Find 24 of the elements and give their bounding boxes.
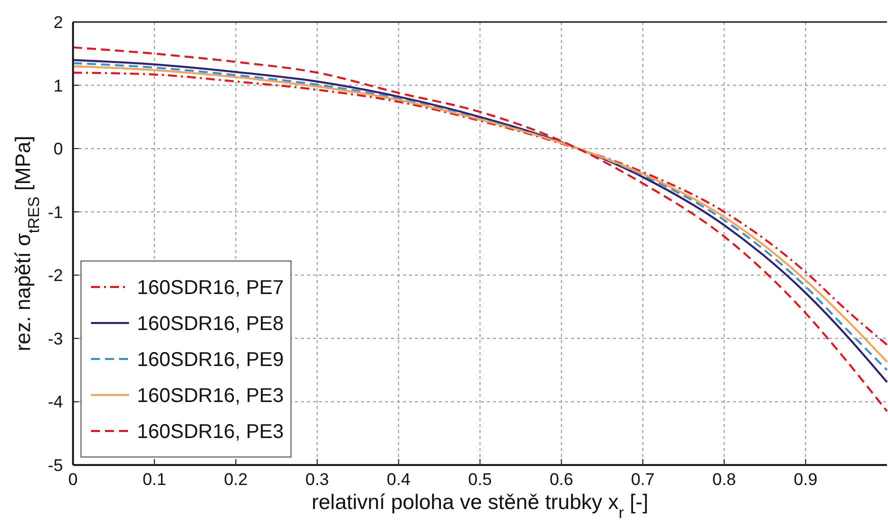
- y-tick-label: -4: [48, 392, 63, 412]
- y-tick-label: 1: [54, 76, 63, 96]
- x-tick-label: 0.3: [305, 470, 330, 489]
- y-tick-label: 2: [54, 13, 63, 32]
- x-tick-label: 0.9: [794, 470, 818, 489]
- legend-label: 160SDR16, PE9: [137, 349, 284, 371]
- x-tick-label: 0.2: [224, 470, 248, 489]
- x-tick-label: 0.5: [468, 470, 492, 489]
- legend-label: 160SDR16, PE3: [137, 385, 284, 407]
- y-tick-label: -2: [48, 266, 63, 286]
- y-tick-label: -5: [48, 456, 63, 475]
- x-tick-label: 0.6: [550, 470, 574, 489]
- legend-label: 160SDR16, PE7: [137, 277, 284, 299]
- legend-label: 160SDR16, PE3: [137, 421, 284, 443]
- legend-label: 160SDR16, PE8: [137, 313, 284, 335]
- y-tick-label: -1: [48, 202, 63, 222]
- x-tick-label: 0.1: [142, 470, 166, 489]
- y-tick-label: -3: [48, 329, 63, 348]
- x-tick-label: 0: [68, 470, 78, 489]
- x-tick-label: 0.4: [386, 470, 410, 489]
- x-tick-label: 0.8: [712, 470, 736, 489]
- x-tick-label: 0.7: [630, 470, 655, 489]
- x-axis-title: relativní poloha ve stěně trubky x$_{r}$ [-]: [312, 491, 648, 522]
- y-tick-label: 0: [54, 140, 63, 159]
